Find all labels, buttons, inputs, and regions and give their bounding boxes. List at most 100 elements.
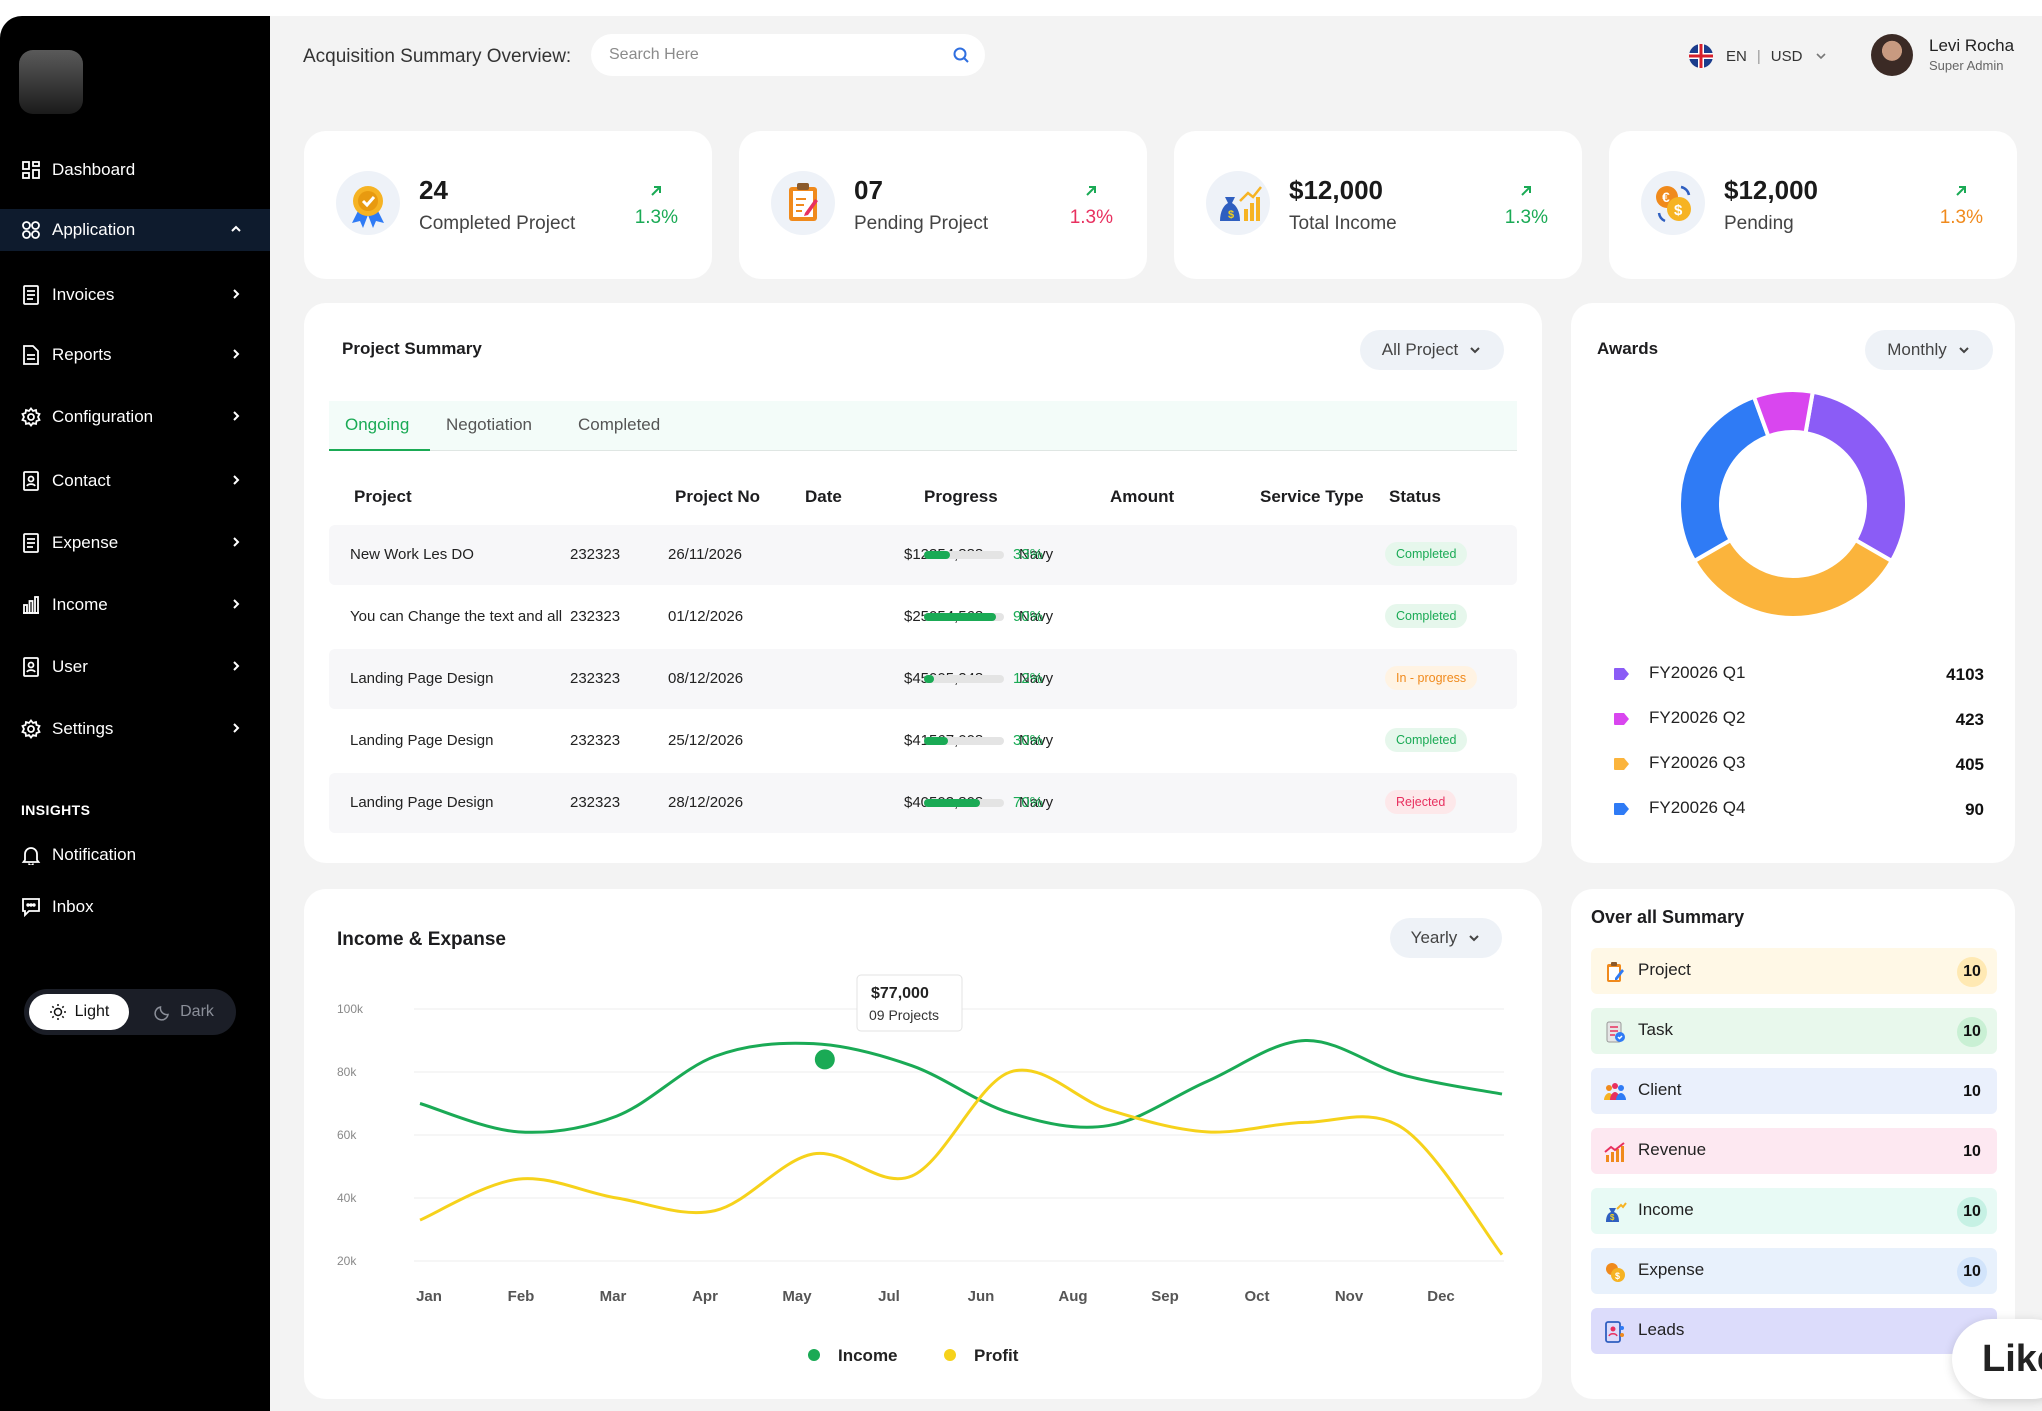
summary-row-leads[interactable]: Leads: [1591, 1308, 1997, 1354]
summary-row-project[interactable]: Project 10: [1591, 948, 1997, 994]
series-line-income[interactable]: [419, 1038, 1503, 1134]
sidebar-item-label: Settings: [52, 719, 114, 738]
chevron-right-icon: [233, 599, 240, 609]
income-filter-dropdown[interactable]: Yearly: [1390, 918, 1502, 958]
money-bag-icon: $: [1206, 171, 1270, 235]
award-icon: [336, 171, 400, 235]
project-no-cell: 232323: [570, 794, 621, 811]
sidebar-item-application[interactable]: Application: [0, 209, 270, 251]
document-icon: [20, 284, 42, 306]
progress-bar: [924, 675, 1004, 683]
theme-dark-button[interactable]: Dark: [144, 994, 224, 1030]
sidebar-item-configuration[interactable]: Configuration: [0, 396, 270, 438]
sidebar-item-reports[interactable]: Reports: [0, 334, 270, 376]
date-cell: 26/11/2026: [668, 546, 742, 563]
tab-completed[interactable]: Completed: [578, 415, 661, 434]
search-input[interactable]: [609, 43, 929, 67]
project-filter-label: All Project: [1381, 340, 1459, 359]
sidebar: Dashboard Application Invoices Reports: [0, 16, 270, 1411]
legend-item: FY20026 Q4 90: [1614, 796, 1984, 822]
summary-row-task[interactable]: Task 10: [1591, 1008, 1997, 1054]
legend-value: 423: [1955, 710, 1984, 729]
locale-separator: |: [1756, 47, 1761, 65]
sidebar-item-label: Income: [52, 595, 108, 614]
x-tick-label: May: [782, 1288, 812, 1305]
summary-row-expense[interactable]: $ Expense 10: [1591, 1248, 1997, 1294]
user-role: Super Admin: [1929, 58, 2004, 73]
donut-slice[interactable]: [1692, 538, 1894, 620]
stat-card-completed-project: 24 Completed Project 1.3%: [304, 131, 712, 279]
project-no-cell: 232323: [570, 546, 621, 563]
bell-icon: [20, 844, 42, 866]
sidebar-item-income[interactable]: Income: [0, 584, 270, 626]
sidebar-item-expense[interactable]: Expense: [0, 522, 270, 564]
clipboard-icon: [771, 171, 835, 235]
svg-text:$: $: [1610, 1213, 1615, 1222]
sidebar-item-label: Notification: [52, 845, 137, 864]
tab-negotiation[interactable]: Negotiation: [446, 415, 533, 434]
series-line-profit[interactable]: [419, 1068, 1504, 1256]
donut-slice[interactable]: [1803, 389, 1909, 563]
apps-icon: [20, 219, 42, 241]
locale-selector[interactable]: EN | USD: [1688, 42, 1828, 70]
x-tick-label: Dec: [1427, 1288, 1455, 1305]
highlighted-data-point[interactable]: [814, 1049, 835, 1070]
donut-slice[interactable]: [1752, 388, 1815, 439]
currency-label: USD: [1770, 47, 1803, 65]
progress-bar: [924, 613, 1004, 621]
project-name-cell: Landing Page Design: [350, 670, 494, 687]
sidebar-item-settings[interactable]: Settings: [0, 708, 270, 750]
tab-ongoing[interactable]: Ongoing: [345, 415, 410, 434]
summary-row-revenue[interactable]: Revenue 10: [1591, 1128, 1997, 1174]
table-row[interactable]: Landing Page Design23232328/12/2026$4050…: [329, 773, 1517, 833]
legend-marker-icon: [1614, 757, 1630, 770]
table-row[interactable]: Landing Page Design23232325/12/2026$4156…: [329, 711, 1517, 771]
page-title: Acquisition Summary Overview:: [303, 46, 572, 67]
chevron-right-icon: [233, 723, 240, 733]
active-tab-indicator: [329, 449, 430, 451]
income-filter-label: Yearly: [1410, 928, 1458, 947]
user-icon: [20, 656, 42, 678]
legend-dot: [808, 1349, 820, 1361]
awards-filter-dropdown[interactable]: Monthly: [1865, 330, 1993, 370]
column-header: Project No: [675, 487, 761, 506]
sidebar-item-invoices[interactable]: Invoices: [0, 274, 270, 316]
legend-value: 405: [1955, 755, 1984, 774]
legend-marker-icon: [1614, 802, 1630, 815]
table-row[interactable]: New Work Les DO23232326/11/2026$12354,88…: [329, 525, 1517, 585]
theme-light-button[interactable]: Light: [29, 994, 129, 1030]
sun-icon: [49, 1004, 66, 1020]
search-icon[interactable]: [951, 45, 971, 65]
project-filter-dropdown[interactable]: All Project: [1360, 330, 1504, 370]
arrow-up-right-icon: [1086, 186, 1096, 196]
summary-row-income[interactable]: $ Income 10: [1591, 1188, 1997, 1234]
sidebar-item-notification[interactable]: Notification: [0, 834, 270, 876]
stat-value: $12,000: [1289, 175, 1383, 205]
date-cell: 28/12/2026: [668, 794, 744, 811]
sidebar-item-label: Application: [52, 220, 136, 239]
legend-marker-icon: [1614, 667, 1630, 680]
project-name-cell: Landing Page Design: [350, 732, 494, 749]
summary-count-badge: 10: [1957, 957, 1987, 987]
legend-label: FY20026 Q3: [1649, 753, 1746, 772]
x-tick-label: Jun: [968, 1288, 995, 1305]
table-row[interactable]: You can Change the text and all 232323 01/…: [329, 587, 1517, 647]
donut-slice[interactable]: [1677, 394, 1771, 563]
progress-bar: [924, 551, 1004, 559]
sidebar-item-contact[interactable]: Contact: [0, 460, 270, 502]
awards-card: Awards Monthly FY20026 Q1 4103 FY20026 Q2 4…: [1571, 303, 2015, 863]
chevron-right-icon: [233, 537, 240, 547]
sidebar-item-user[interactable]: User: [0, 646, 270, 688]
app-logo[interactable]: [19, 50, 83, 114]
table-row[interactable]: Landing Page Design23232308/12/2026$4500…: [329, 649, 1517, 709]
awards-filter-label: Monthly: [1887, 340, 1947, 359]
sidebar-item-inbox[interactable]: Inbox: [0, 886, 270, 928]
summary-label: Project: [1638, 960, 1691, 979]
summary-row-client[interactable]: Client 10: [1591, 1068, 1997, 1114]
like-button[interactable]: Like: [1952, 1319, 2042, 1399]
chevron-down-icon: [1469, 935, 1480, 942]
sidebar-item-dashboard[interactable]: Dashboard: [0, 149, 270, 191]
stat-label: Pending Project: [854, 213, 989, 234]
income-expanse-card: Income & Expanse Yearly 100k 80k 60k 40k 20k…: [304, 889, 1542, 1399]
chevron-right-icon: [233, 661, 240, 671]
